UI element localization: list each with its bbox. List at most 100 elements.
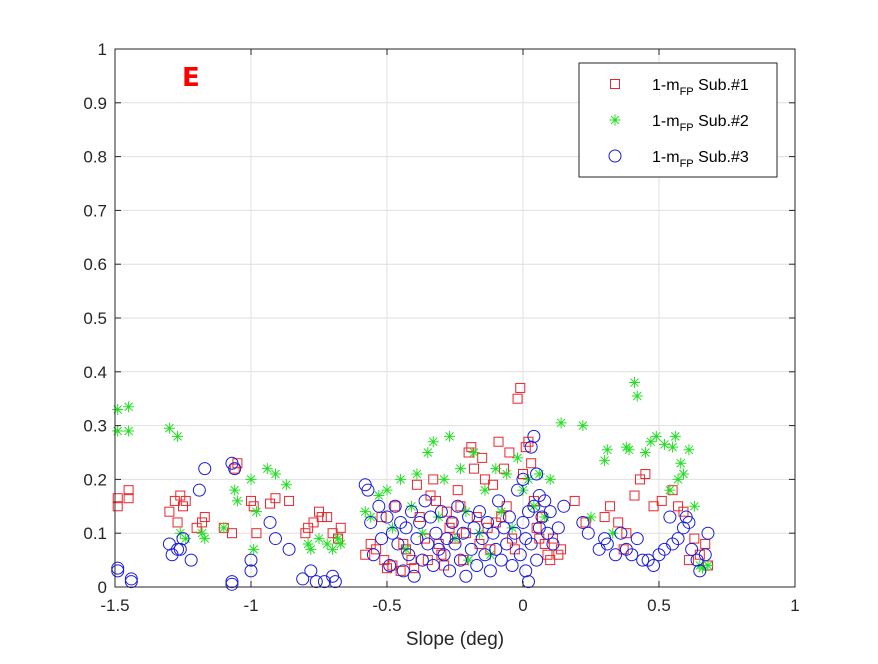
data-point: [383, 558, 397, 572]
data-point: [576, 515, 590, 529]
data-point: [656, 495, 667, 506]
data-point: [697, 562, 709, 574]
data-point: [265, 498, 276, 509]
data-point: [539, 538, 550, 549]
data-point: [581, 526, 595, 540]
data-point: [580, 517, 591, 528]
data-point: [445, 515, 459, 529]
data-point: [382, 563, 392, 574]
data-point: [309, 575, 323, 589]
data-point: [197, 517, 208, 528]
data-point: [308, 517, 319, 528]
data-point: [313, 533, 325, 545]
data-point: [497, 521, 511, 535]
data-point: [511, 483, 525, 497]
data-point: [460, 528, 471, 539]
series-2: [112, 377, 714, 574]
data-point: [112, 403, 124, 415]
data-point: [327, 528, 338, 539]
data-point: [111, 561, 125, 575]
data-point: [672, 473, 684, 485]
data-point: [664, 484, 676, 496]
data-point: [418, 494, 432, 508]
data-point: [335, 538, 347, 550]
data-point: [477, 452, 488, 463]
data-point: [490, 463, 502, 475]
data-point: [169, 495, 180, 506]
data-point: [372, 499, 386, 513]
data-point: [516, 472, 530, 486]
data-point: [246, 495, 256, 506]
data-point: [600, 537, 614, 551]
data-point: [521, 505, 535, 519]
data-point: [199, 533, 211, 545]
data-point: [685, 542, 699, 556]
data-point: [601, 444, 613, 456]
data-point: [467, 521, 481, 535]
data-point: [492, 494, 506, 508]
data-point: [364, 515, 378, 529]
data-point: [528, 500, 540, 512]
data-point: [269, 468, 281, 480]
data-point: [244, 564, 258, 578]
data-point: [410, 532, 424, 546]
data-point: [282, 542, 296, 556]
data-point: [673, 501, 684, 512]
data-point: [296, 572, 310, 586]
data-point: [521, 575, 535, 589]
data-point: [112, 501, 123, 512]
data-point: [556, 544, 567, 555]
data-point: [112, 493, 123, 504]
data-point: [515, 382, 526, 393]
data-point: [666, 537, 680, 551]
data-point: [629, 490, 640, 501]
data-point: [456, 526, 470, 540]
data-point: [493, 436, 504, 447]
data-point: [546, 537, 560, 551]
data-point: [640, 469, 651, 480]
data-point: [469, 463, 480, 474]
data-point: [614, 526, 628, 540]
data-point: [380, 510, 394, 524]
data-point: [251, 528, 262, 539]
data-point: [381, 484, 393, 496]
data-point: [218, 522, 230, 534]
data-point: [631, 390, 643, 402]
data-point: [519, 564, 533, 578]
data-point: [524, 440, 538, 454]
data-point: [244, 553, 258, 567]
data-point: [416, 527, 428, 539]
data-point: [663, 510, 677, 524]
data-point: [634, 474, 645, 485]
data-point: [421, 537, 435, 551]
data-point: [404, 505, 418, 519]
data-point: [172, 517, 183, 528]
data-point: [192, 483, 206, 497]
data-point: [701, 526, 715, 540]
data-point: [263, 515, 277, 529]
data-point: [394, 515, 408, 529]
data-point: [111, 564, 125, 578]
data-point: [303, 522, 314, 533]
data-point: [427, 436, 439, 448]
data-point: [248, 543, 260, 555]
data-point: [667, 441, 679, 453]
y-tick-label: 0.6: [83, 255, 107, 274]
data-point: [639, 447, 651, 458]
data-point: [180, 495, 191, 506]
data-point: [447, 517, 458, 528]
data-point: [671, 532, 685, 546]
data-point: [225, 577, 239, 591]
data-point: [530, 553, 544, 567]
data-point: [441, 506, 452, 517]
data-point: [577, 420, 589, 432]
data-point: [652, 548, 666, 562]
legend-marker: [610, 79, 620, 89]
data-point: [180, 533, 192, 545]
data-point: [453, 553, 467, 567]
data-point: [524, 537, 538, 551]
data-point: [444, 430, 456, 442]
data-point: [502, 510, 516, 524]
data-point: [557, 499, 571, 513]
